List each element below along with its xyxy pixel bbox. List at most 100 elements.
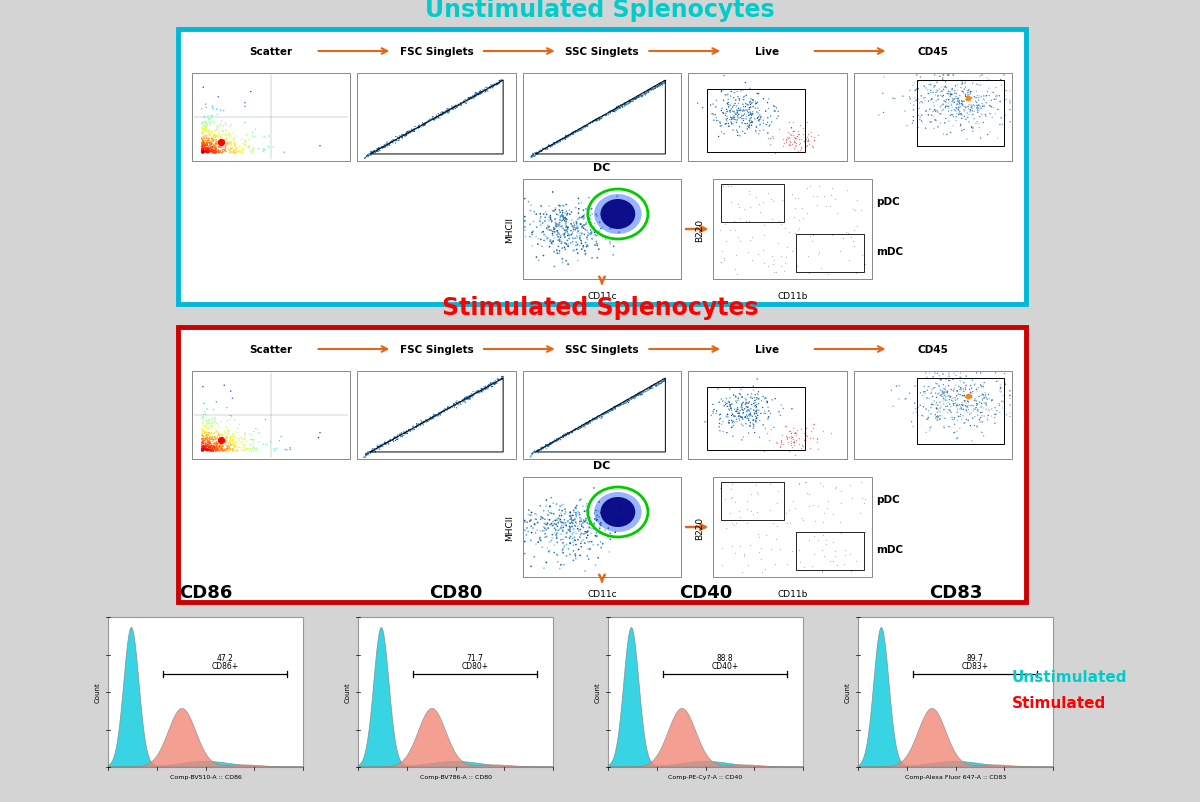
Point — [727, 416, 746, 429]
Point — [575, 219, 594, 232]
Point — [202, 110, 221, 123]
Point — [542, 139, 562, 152]
Point — [205, 147, 224, 160]
Point — [1001, 407, 1020, 419]
Point — [194, 443, 214, 456]
Point — [948, 415, 967, 427]
Point — [533, 525, 552, 537]
Point — [361, 446, 380, 459]
Point — [403, 421, 422, 434]
Point — [523, 448, 542, 461]
Point — [642, 382, 661, 395]
Point — [841, 231, 860, 244]
Point — [480, 378, 499, 391]
Point — [547, 528, 566, 541]
Point — [643, 380, 662, 393]
Point — [373, 141, 392, 154]
Point — [547, 137, 566, 150]
Point — [628, 390, 647, 403]
Point — [625, 94, 644, 107]
Point — [193, 425, 212, 438]
Point — [732, 434, 751, 447]
Point — [198, 443, 217, 456]
Point — [917, 413, 936, 426]
Point — [914, 386, 934, 399]
Point — [916, 106, 935, 119]
Point — [575, 120, 594, 133]
Point — [485, 79, 504, 91]
Point — [925, 80, 944, 93]
Point — [914, 401, 934, 414]
Point — [648, 80, 667, 93]
Point — [730, 121, 749, 134]
Point — [568, 231, 587, 244]
Point — [935, 422, 954, 435]
Point — [655, 75, 674, 88]
Point — [214, 105, 233, 118]
Point — [221, 146, 240, 159]
Point — [913, 116, 932, 129]
Point — [223, 444, 242, 457]
Point — [210, 135, 229, 148]
Point — [391, 430, 410, 443]
Point — [566, 516, 586, 529]
Point — [954, 100, 973, 113]
Bar — [358, 371, 516, 460]
Point — [835, 549, 854, 561]
Point — [467, 89, 486, 102]
Point — [580, 521, 599, 534]
Point — [724, 431, 743, 444]
Point — [460, 392, 479, 405]
Ellipse shape — [600, 497, 635, 528]
Point — [742, 255, 761, 268]
Point — [560, 525, 580, 538]
Point — [718, 111, 737, 124]
Point — [772, 429, 791, 442]
Point — [571, 219, 590, 232]
Point — [614, 98, 634, 111]
Point — [650, 80, 670, 93]
Point — [221, 131, 240, 144]
Point — [361, 148, 380, 160]
Point — [901, 93, 920, 106]
Point — [536, 144, 556, 156]
Point — [571, 218, 590, 231]
Point — [587, 504, 606, 517]
Point — [412, 415, 431, 427]
Point — [560, 130, 580, 143]
Point — [212, 445, 232, 458]
Point — [226, 144, 245, 157]
Point — [194, 138, 214, 151]
Point — [388, 431, 407, 444]
Point — [995, 90, 1014, 103]
Point — [558, 226, 577, 239]
Point — [384, 435, 403, 448]
Point — [740, 119, 760, 132]
Point — [746, 407, 766, 420]
Point — [539, 140, 558, 153]
Point — [721, 399, 740, 411]
Point — [424, 411, 443, 424]
Point — [948, 399, 967, 411]
Point — [193, 145, 212, 158]
Point — [192, 413, 211, 426]
Point — [199, 145, 218, 158]
Point — [557, 528, 576, 541]
Point — [797, 140, 816, 153]
Point — [221, 433, 240, 446]
Point — [796, 428, 815, 441]
Point — [869, 109, 888, 122]
Point — [732, 566, 751, 579]
Point — [202, 438, 221, 451]
Point — [840, 479, 859, 492]
Point — [541, 534, 560, 547]
Point — [196, 420, 215, 433]
Point — [467, 89, 486, 102]
Point — [445, 399, 464, 412]
Point — [601, 206, 620, 219]
Point — [742, 115, 761, 128]
Point — [202, 415, 221, 427]
Point — [972, 407, 991, 419]
Point — [742, 109, 761, 122]
Point — [982, 410, 1001, 423]
